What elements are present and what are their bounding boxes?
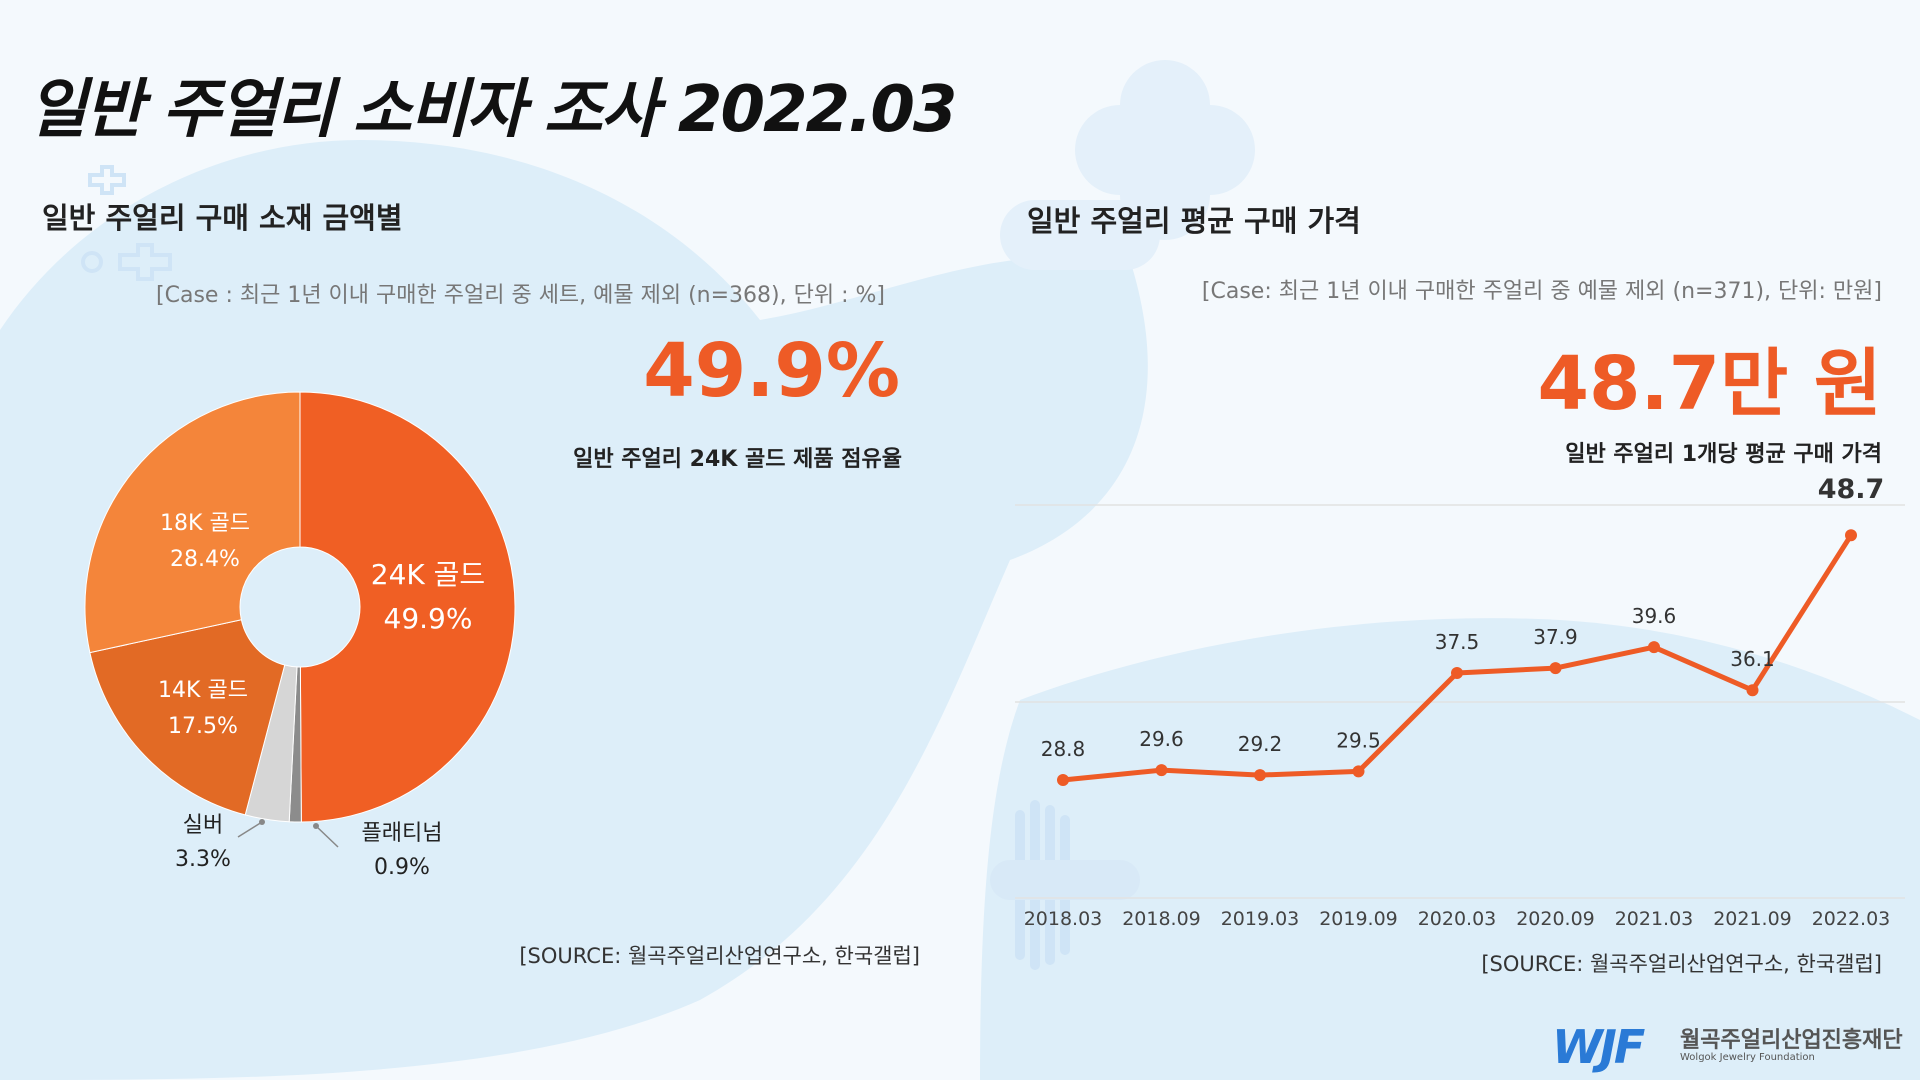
data-label-2019.09: 29.5: [1336, 728, 1381, 752]
logo-name-english: Wolgok Jewelry Foundation: [1680, 1052, 1815, 1063]
logo-name-korean: 월곡주얼리산업진흥재단: [1680, 1028, 1903, 1053]
donut-label-name-3: 14K 골드: [158, 678, 248, 703]
data-point-2020.09: [1549, 662, 1562, 675]
x-tick-2019.03: 2019.03: [1221, 908, 1300, 930]
line-source: [SOURCE: 월곡주얼리산업연구소, 한국갤럽]: [1481, 952, 1882, 976]
wjf-logo: WJF: [1552, 1020, 1645, 1074]
x-tick-2020.09: 2020.09: [1516, 908, 1595, 930]
data-label-2021.09: 36.1: [1730, 647, 1775, 671]
data-point-2019.09: [1352, 765, 1365, 778]
x-tick-2018.03: 2018.03: [1024, 908, 1103, 930]
data-label-2020.09: 37.9: [1533, 625, 1578, 649]
x-tick-2020.03: 2020.03: [1418, 908, 1497, 930]
line-case-note: [Case: 최근 1년 이내 구매한 주얼리 중 예물 제외 (n=371),…: [1201, 279, 1882, 304]
data-label-2019.03: 29.2: [1238, 732, 1283, 756]
data-point-2021.03: [1648, 641, 1660, 654]
donut-leader-line-2: [237, 821, 263, 838]
donut-case-note: [Case : 최근 1년 이내 구매한 주얼리 중 세트, 예물 제외 (n=…: [156, 283, 885, 308]
donut-leader-dot-1: [313, 823, 319, 829]
avg-price-description: 일반 주얼리 1개당 평균 구매 가격: [1565, 442, 1882, 467]
donut-label-value-3: 17.5%: [168, 714, 238, 739]
donut-leader-dot-2: [259, 819, 265, 825]
donut-chart-subtitle: 일반 주얼리 구매 소재 금액별: [42, 201, 403, 235]
avg-price-highlight: 48.7만 원: [1537, 341, 1882, 427]
donut-slice-4: [84, 391, 301, 654]
data-point-2020.03: [1451, 666, 1463, 679]
data-label-2020.03: 37.5: [1435, 630, 1480, 654]
donut-label-name-0: 24K 골드: [371, 558, 485, 591]
donut-label-name-2: 실버: [183, 813, 223, 838]
data-point-2018.03: [1057, 774, 1069, 786]
donut-label-value-0: 49.9%: [384, 602, 473, 635]
data-label-2022.03: 48.7: [1818, 474, 1885, 505]
donut-label-name-1: 플래티넘: [362, 821, 443, 846]
gold-share-description: 일반 주얼리 24K 골드 제품 점유율: [573, 447, 902, 472]
data-point-2019.03: [1254, 769, 1266, 782]
donut-source: [SOURCE: 월곡주얼리산업연구소, 한국갤럽]: [519, 944, 920, 968]
x-tick-2022.03: 2022.03: [1812, 908, 1891, 930]
donut-slice-0: [299, 391, 516, 823]
data-label-2018.09: 29.6: [1139, 727, 1184, 751]
x-tick-2021.09: 2021.09: [1713, 908, 1792, 930]
donut-label-name-4: 18K 골드: [160, 511, 250, 536]
gold-share-highlight: 49.9%: [643, 328, 900, 414]
line-chart-subtitle: 일반 주얼리 평균 구매 가격: [1027, 204, 1361, 238]
data-point-2021.09: [1746, 684, 1759, 697]
data-label-2018.03: 28.8: [1041, 737, 1086, 761]
data-point-2022.03: [1845, 529, 1857, 542]
donut-leader-line-1: [315, 825, 339, 848]
data-label-2021.03: 39.6: [1632, 604, 1677, 628]
donut-slice-3: [89, 619, 286, 816]
donut-label-value-4: 28.4%: [170, 547, 240, 572]
x-tick-2018.09: 2018.09: [1122, 908, 1201, 930]
x-tick-2021.03: 2021.03: [1615, 908, 1694, 930]
donut-label-value-2: 3.3%: [175, 847, 231, 872]
x-tick-2019.09: 2019.09: [1319, 908, 1398, 930]
page-title: 일반 주얼리 소비자 조사 2022.03: [28, 73, 957, 147]
donut-label-value-1: 0.9%: [374, 855, 430, 880]
data-point-2018.09: [1155, 764, 1168, 777]
